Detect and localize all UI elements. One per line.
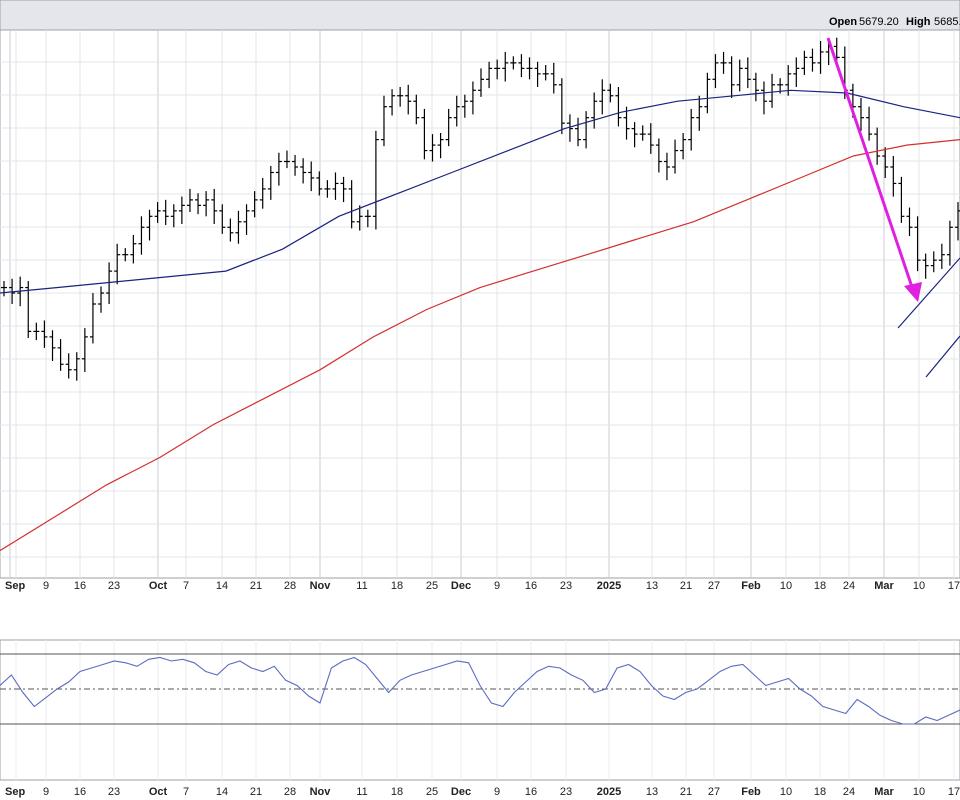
open-value: 5679.20 — [859, 16, 899, 28]
x-tick-label: Nov — [310, 786, 332, 798]
x-tick-label: Sep — [5, 786, 25, 798]
x-tick-label: 28 — [284, 580, 296, 592]
x-tick-label: 16 — [525, 580, 537, 592]
oscillator-grid — [15, 640, 955, 780]
ma-200-line — [0, 139, 960, 552]
x-tick-label: 7 — [183, 580, 189, 592]
x-tick-label: 18 — [391, 580, 403, 592]
x-tick-label: 24 — [843, 580, 855, 592]
x-tick-label: 23 — [108, 580, 120, 592]
x-tick-label: Mar — [874, 580, 894, 592]
x-tick-label: 25 — [426, 786, 438, 798]
x-tick-label: 13 — [646, 786, 658, 798]
x-tick-label: 11 — [356, 786, 367, 798]
open-label: Open — [829, 16, 857, 28]
x-tick-label: 16 — [525, 786, 537, 798]
x-tick-label: Dec — [451, 786, 471, 798]
header-readout: Open 5679.20 High 5685. — [829, 16, 960, 28]
x-tick-label: 17 — [948, 580, 960, 592]
x-tick-label: 21 — [680, 786, 692, 798]
x-tick-label: 10 — [780, 580, 792, 592]
x-tick-label: Mar — [874, 786, 894, 798]
x-tick-label: 21 — [680, 580, 692, 592]
x-tick-label: 2025 — [597, 580, 621, 592]
x-tick-label: 10 — [913, 580, 925, 592]
x-axis-labels-price: Sep 9 16 23 Oct 7 14 21 28 Nov 11 18 25 Dec 9 16 23 2025 1… — [5, 580, 960, 592]
header-strip — [0, 0, 960, 31]
x-tick-label: Dec — [451, 580, 471, 592]
trend-arrow-head — [904, 282, 922, 302]
x-tick-label: 7 — [183, 786, 189, 798]
x-tick-label: 2025 — [597, 786, 621, 798]
channel-upper-line — [897, 257, 960, 329]
x-tick-label: 11 — [356, 580, 367, 592]
x-tick-label: 23 — [108, 786, 120, 798]
x-tick-label: 21 — [250, 786, 262, 798]
x-tick-label: 16 — [74, 786, 86, 798]
x-tick-label: 24 — [843, 786, 855, 798]
x-tick-label: 27 — [708, 580, 720, 592]
channel-lower-line — [925, 335, 960, 378]
x-tick-label: 23 — [560, 786, 572, 798]
high-value: 5685. — [934, 16, 960, 28]
x-tick-label: Sep — [5, 580, 25, 592]
x-tick-label: Feb — [741, 580, 761, 592]
x-tick-label: 18 — [814, 786, 826, 798]
x-tick-label: 14 — [216, 580, 228, 592]
x-tick-label: 9 — [494, 580, 500, 592]
panel-separator — [0, 592, 960, 640]
oscillator-line — [0, 656, 960, 725]
ma-50-line — [0, 89, 960, 294]
x-axis-labels-oscillator: Sep 9 16 23 Oct 7 14 21 28 Nov 11 18 25 Dec 9 16 23 2025 1… — [5, 786, 960, 798]
trend-arrow — [826, 37, 922, 302]
trend-arrow-shaft — [826, 37, 915, 291]
channel-lines — [897, 257, 960, 378]
x-tick-label: 10 — [780, 786, 792, 798]
price-panel — [0, 29, 960, 579]
x-tick-label: 18 — [391, 786, 403, 798]
x-tick-label: 28 — [284, 786, 296, 798]
x-tick-label: 16 — [74, 580, 86, 592]
oscillator-panel — [0, 639, 960, 781]
x-tick-label: Oct — [149, 580, 168, 592]
x-tick-label: 13 — [646, 580, 658, 592]
x-tick-label: Feb — [741, 786, 761, 798]
x-tick-label: Nov — [310, 580, 332, 592]
x-tick-label: 23 — [560, 580, 572, 592]
x-tick-label: 14 — [216, 786, 228, 798]
x-tick-label: 9 — [43, 786, 49, 798]
x-tick-label: 27 — [708, 786, 720, 798]
price-grid — [0, 30, 960, 578]
x-tick-label: 25 — [426, 580, 438, 592]
x-tick-label: Oct — [149, 786, 168, 798]
x-tick-label: 10 — [913, 786, 925, 798]
x-tick-label: 17 — [948, 786, 960, 798]
x-tick-label: 9 — [494, 786, 500, 798]
x-tick-label: 9 — [43, 580, 49, 592]
high-label: High — [906, 16, 931, 28]
x-tick-label: 21 — [250, 580, 262, 592]
x-tick-label: 18 — [814, 580, 826, 592]
